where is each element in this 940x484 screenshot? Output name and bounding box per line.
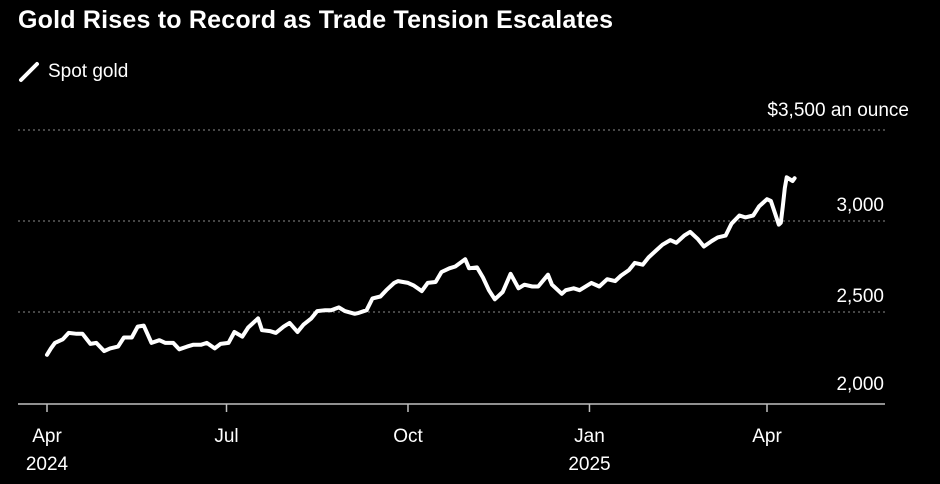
chart-title: Gold Rises to Record as Trade Tension Es… [18, 6, 614, 34]
legend-line-icon [18, 61, 40, 83]
x-tick-year-label-3: 2025 [568, 454, 610, 475]
x-tick-year-label-0: 2024 [26, 454, 69, 475]
x-tick-label-1: Jul [214, 426, 238, 447]
y-tick-label-3000: 3,000 [836, 195, 884, 216]
x-tick-label-0: Apr [32, 426, 62, 447]
y-tick-label-2000: 2,000 [836, 374, 884, 395]
legend-label-spot-gold: Spot gold [48, 61, 129, 82]
y-tick-label-3500: $3,500 an ounce [767, 100, 909, 121]
legend: Spot gold [18, 61, 128, 83]
y-tick-label-2500: 2,500 [836, 286, 884, 307]
x-tick-label-3: Jan [574, 426, 605, 447]
x-tick-label-4: Apr [752, 426, 782, 447]
x-tick-label-2: Oct [393, 426, 423, 447]
series-line-spot-gold [45, 175, 797, 357]
